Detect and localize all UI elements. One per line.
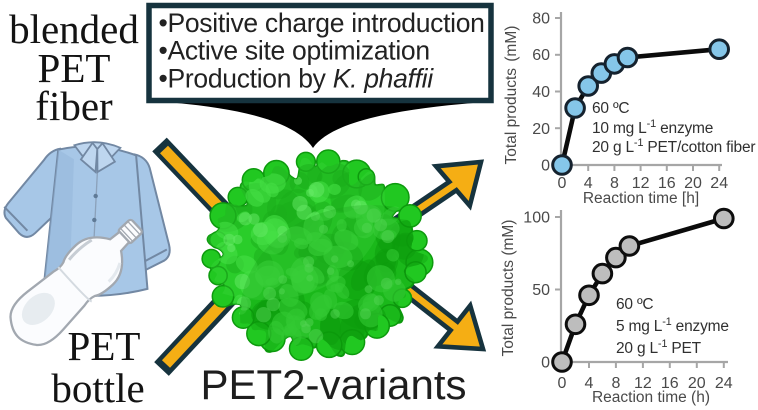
svg-text:0: 0 [558, 175, 567, 192]
svg-text:20: 20 [532, 121, 550, 138]
svg-text:12: 12 [634, 375, 652, 392]
svg-text:60 ºC: 60 ºC [592, 100, 629, 117]
svg-text:100: 100 [523, 210, 550, 227]
svg-text:0: 0 [541, 355, 550, 372]
svg-text:0: 0 [558, 375, 567, 392]
svg-text:20 g L-1 PET/cotton fiber: 20 g L-1 PET/cotton fiber [592, 137, 755, 156]
svg-text:bottle: bottle [51, 365, 144, 410]
svg-text:4: 4 [585, 375, 594, 392]
svg-text:blended: blended [9, 6, 139, 52]
svg-text:12: 12 [632, 175, 650, 192]
svg-text:16: 16 [658, 175, 676, 192]
svg-text:PET2-variants: PET2-variants [200, 361, 466, 408]
svg-text:20 g L-1 PET: 20 g L-1 PET [616, 338, 702, 357]
svg-text:•Positive charge introduction: •Positive charge introduction [159, 8, 485, 38]
svg-text:20: 20 [688, 375, 706, 392]
svg-text:5 mg L-1 enzyme: 5 mg L-1 enzyme [616, 316, 729, 335]
svg-text:20: 20 [684, 175, 702, 192]
svg-text:Reaction time (h): Reaction time (h) [592, 389, 710, 406]
svg-text:8: 8 [610, 175, 619, 192]
svg-text:60 ºC: 60 ºC [616, 296, 653, 313]
svg-text:16: 16 [661, 375, 679, 392]
svg-text:•Production by K. phaffii: •Production by K. phaffii [159, 63, 435, 93]
svg-text:80: 80 [532, 11, 550, 28]
svg-text:24: 24 [715, 375, 733, 392]
svg-text:10 mg L-1 enzyme: 10 mg L-1 enzyme [592, 118, 713, 137]
svg-text:8: 8 [611, 375, 620, 392]
svg-text:fiber: fiber [35, 83, 113, 129]
svg-text:PET: PET [68, 323, 141, 369]
svg-text:40: 40 [532, 84, 550, 101]
svg-text:Total products (mM): Total products (mM) [503, 26, 520, 165]
svg-text:Reaction time [h]: Reaction time [h] [583, 190, 699, 207]
svg-text:PET: PET [38, 45, 111, 91]
svg-text:24: 24 [710, 175, 728, 192]
svg-text:60: 60 [532, 47, 550, 64]
svg-text:4: 4 [584, 175, 593, 192]
svg-text:0: 0 [541, 158, 550, 175]
svg-text:•Active site optimization: •Active site optimization [159, 36, 430, 66]
svg-text:50: 50 [532, 282, 550, 299]
svg-text:Total products (mM): Total products (mM) [500, 220, 517, 357]
